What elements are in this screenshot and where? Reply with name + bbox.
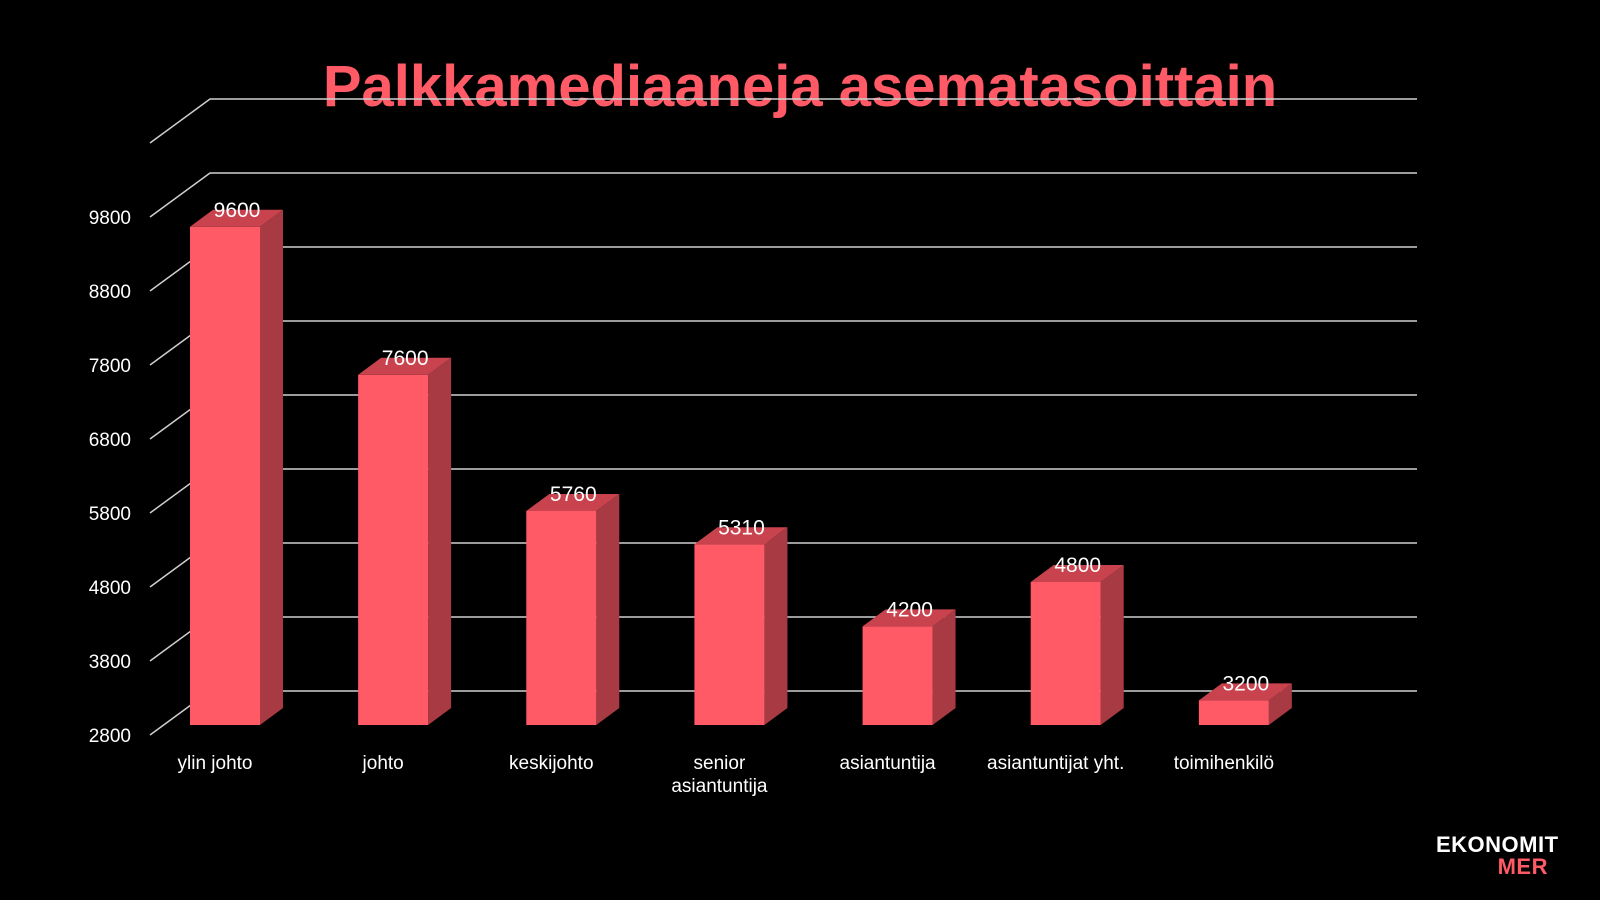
y-tick-label: 8800 [89,282,131,303]
bar-top-face [862,609,956,627]
bar-top-face [1198,683,1292,701]
x-tick-label: toimihenkilö [1174,753,1274,774]
data-label: 3200 [1222,672,1269,695]
data-label: 5760 [550,483,597,506]
logo-line2: MER [1497,854,1548,879]
gridline [149,98,1417,144]
data-labels: 9600 7600 5760 5310 4200 4800 3200 [214,199,1270,696]
bar-side-face [428,357,452,725]
bar-front-face [1198,700,1269,725]
x-tick-label: asiantuntijat yht. [987,753,1124,774]
bar [358,357,452,725]
y-tick-label: 3800 [89,652,131,673]
ekonomit-logo: EKONOMIT MER [1436,832,1559,879]
y-tick-label: 7800 [89,356,131,377]
y-axis: 2800 3800 4800 5800 6800 7800 8800 9800 [89,208,131,747]
x-axis-labels: ylin johto johto keskijohto senior asiantunt… [178,753,1275,797]
bar-front-face [526,510,597,725]
bar-front-face [358,374,429,725]
bar [862,609,956,725]
y-tick-label: 6800 [89,430,131,451]
y-tick-label: 4800 [89,578,131,599]
bar-side-face [764,527,788,725]
data-label: 7600 [382,347,429,370]
bar [526,493,620,725]
gridline [149,468,1417,514]
bar [190,209,283,726]
bar-top-face [526,493,620,511]
gridline [149,320,1417,366]
y-tick-label: 2800 [89,726,131,747]
x-tick-label: johto [362,753,404,774]
y-tick-label: 9800 [89,208,131,229]
data-label: 4800 [1054,554,1101,577]
chart-title: Palkkamediaaneja asematasoittain [322,54,1278,119]
bars [190,209,1292,726]
gridline [149,394,1417,440]
x-tick-label: asiantuntija [840,753,937,774]
gridline [149,172,1417,218]
bar-side-face [1100,565,1124,725]
data-label: 5310 [718,516,765,539]
bar-side-face [1268,683,1292,725]
bar-side-face [932,609,956,725]
bar-top-face [190,209,283,227]
bar [1198,683,1292,725]
y-tick-label: 5800 [89,504,131,525]
data-label: 9600 [214,199,261,222]
logo-line1: EKONOMIT [1436,832,1559,857]
bar [1030,565,1124,725]
bar-top-face [694,527,788,545]
bar-side-face [596,493,620,725]
gridline [149,246,1417,292]
bar-front-face [1030,582,1101,725]
bar [694,527,788,725]
bar-front-face [694,544,765,725]
bar-top-face [1030,565,1124,582]
bar-front-face [190,226,260,726]
x-tick-label: ylin johto [178,753,253,774]
bar-side-face [260,209,283,726]
bar-front-face [862,626,933,725]
data-label: 4200 [886,598,933,621]
bar-top-face [358,357,452,375]
x-tick-label: senior asiantuntija [671,753,768,797]
x-tick-label: keskijohto [509,753,594,774]
